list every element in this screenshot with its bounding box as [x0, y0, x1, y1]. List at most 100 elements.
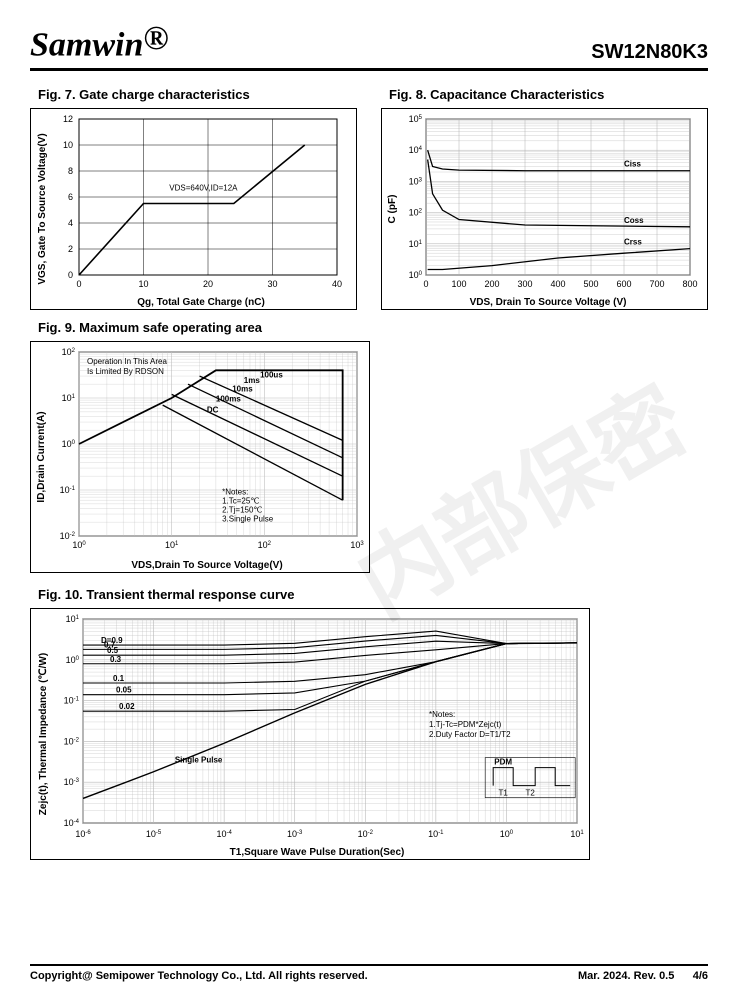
svg-text:500: 500 — [583, 279, 598, 289]
fig10-title: Fig. 10. Transient thermal response curv… — [38, 587, 708, 602]
svg-text:T2: T2 — [526, 789, 536, 798]
svg-text:104: 104 — [409, 146, 423, 156]
fig9-svg: 10010110210310-210-1100101102100us1ms10m… — [31, 342, 371, 572]
svg-text:VDS, Drain To Source Voltage (: VDS, Drain To Source Voltage (V) — [470, 297, 627, 308]
svg-text:2: 2 — [68, 244, 73, 254]
svg-text:0: 0 — [423, 279, 428, 289]
svg-text:4: 4 — [68, 218, 73, 228]
svg-text:2.Duty Factor D=T1/T2: 2.Duty Factor D=T1/T2 — [429, 730, 511, 739]
svg-text:DC: DC — [207, 406, 219, 415]
svg-text:100: 100 — [409, 270, 423, 280]
svg-text:8: 8 — [68, 166, 73, 176]
footer-right: Mar. 2024. Rev. 0.5 4/6 — [578, 970, 708, 982]
fig7-chart: 0 10 20 30 40 0 2 4 6 8 10 12 VDS=640V,ID=12A Qg, Tot… — [30, 108, 357, 310]
svg-text:10-5: 10-5 — [146, 829, 162, 839]
svg-text:103: 103 — [409, 177, 423, 187]
svg-text:102: 102 — [258, 540, 272, 550]
svg-text:800: 800 — [682, 279, 697, 289]
svg-text:0.3: 0.3 — [110, 655, 122, 664]
svg-text:Qg, Total Gate Charge (nC): Qg, Total Gate Charge (nC) — [137, 297, 265, 308]
svg-text:0: 0 — [76, 279, 81, 289]
brand-name: Samwin — [30, 26, 143, 63]
svg-text:ID,Drain Current(A): ID,Drain Current(A) — [36, 412, 47, 503]
figure-10: Fig. 10. Transient thermal response curv… — [30, 587, 708, 860]
svg-text:30: 30 — [267, 279, 277, 289]
page-header: Samwin® SW12N80K3 — [30, 20, 708, 71]
svg-text:0.05: 0.05 — [116, 686, 132, 695]
svg-text:101: 101 — [570, 829, 584, 839]
svg-text:PDM: PDM — [494, 758, 512, 767]
svg-text:10-4: 10-4 — [64, 818, 80, 828]
svg-text:0.1: 0.1 — [113, 674, 125, 683]
page-number: 4/6 — [693, 970, 708, 982]
svg-text:T1,Square Wave Pulse Duration(: T1,Square Wave Pulse Duration(Sec) — [230, 847, 405, 858]
fig8-svg: 0100200300400500600700800100101102103104… — [382, 109, 702, 309]
svg-text:T1: T1 — [499, 789, 509, 798]
svg-text:100us: 100us — [260, 371, 283, 380]
svg-text:10-3: 10-3 — [64, 778, 80, 788]
brand-logo: Samwin® — [30, 20, 169, 64]
svg-text:400: 400 — [550, 279, 565, 289]
svg-text:3.Single Pulse: 3.Single Pulse — [222, 515, 274, 524]
fig8-title: Fig. 8. Capacitance Characteristics — [389, 87, 708, 102]
svg-text:*Notes:: *Notes: — [222, 488, 248, 497]
svg-text:Single Pulse: Single Pulse — [175, 756, 223, 765]
fig9-chart: 10010110210310-210-1100101102100us1ms10m… — [30, 341, 370, 573]
svg-text:300: 300 — [517, 279, 532, 289]
svg-text:Crss: Crss — [624, 238, 642, 247]
part-number: SW12N80K3 — [591, 41, 708, 64]
svg-text:101: 101 — [409, 239, 423, 249]
fig8-chart: 0100200300400500600700800100101102103104… — [381, 108, 708, 310]
svg-text:101: 101 — [62, 393, 76, 403]
svg-text:Operation In This Area: Operation In This Area — [87, 357, 167, 366]
svg-text:600: 600 — [616, 279, 631, 289]
svg-text:105: 105 — [409, 114, 423, 124]
svg-text:10-6: 10-6 — [75, 829, 91, 839]
svg-text:10-4: 10-4 — [216, 829, 232, 839]
revision-date: Mar. 2024. Rev. 0.5 — [578, 970, 674, 982]
svg-text:103: 103 — [350, 540, 364, 550]
svg-text:VDS,Drain To Source Voltage(V): VDS,Drain To Source Voltage(V) — [131, 560, 282, 571]
svg-text:6: 6 — [68, 192, 73, 202]
svg-text:10-1: 10-1 — [64, 696, 80, 706]
svg-text:10-2: 10-2 — [64, 737, 80, 747]
svg-text:100: 100 — [62, 439, 76, 449]
svg-text:VDS=640V,ID=12A: VDS=640V,ID=12A — [169, 184, 238, 193]
page-footer: Copyright@ Semipower Technology Co., Ltd… — [30, 964, 708, 982]
figure-7: Fig. 7. Gate charge characteristics 0102… — [30, 83, 357, 310]
svg-text:10: 10 — [138, 279, 148, 289]
svg-text:0.02: 0.02 — [119, 703, 135, 712]
fig10-svg: 10-6 10-5 10-4 10-3 10-2 10-1 100 101 10-4 10-3 10… — [31, 609, 591, 859]
svg-text:Zejc(t), Thermal Impedance (℃/: Zejc(t), Thermal Impedance (℃/W) — [38, 653, 49, 815]
svg-text:40: 40 — [332, 279, 342, 289]
svg-text:100: 100 — [66, 655, 80, 665]
svg-text:200: 200 — [484, 279, 499, 289]
svg-text:12: 12 — [63, 114, 73, 124]
fig9-title: Fig. 9. Maximum safe operating area — [38, 320, 370, 335]
svg-text:100ms: 100ms — [216, 395, 241, 404]
svg-text:20: 20 — [203, 279, 213, 289]
fig10-chart: 10-6 10-5 10-4 10-3 10-2 10-1 100 101 10-4 10-3 10… — [30, 608, 590, 860]
svg-text:*Notes:: *Notes: — [429, 710, 455, 719]
copyright-text: Copyright@ Semipower Technology Co., Ltd… — [30, 970, 368, 982]
svg-text:0: 0 — [68, 270, 73, 280]
brand-sup: ® — [143, 20, 168, 57]
svg-text:10: 10 — [63, 140, 73, 150]
svg-text:VGS, Gate To Source Voltage(V): VGS, Gate To Source Voltage(V) — [37, 134, 48, 285]
svg-text:10-1: 10-1 — [428, 829, 444, 839]
svg-text:10-1: 10-1 — [60, 485, 76, 495]
svg-text:Coss: Coss — [624, 216, 644, 225]
svg-text:700: 700 — [649, 279, 664, 289]
svg-text:10-3: 10-3 — [287, 829, 303, 839]
svg-text:Is Limited By RDSON: Is Limited By RDSON — [87, 367, 164, 376]
svg-text:2.Tj=150℃: 2.Tj=150℃ — [222, 506, 262, 515]
svg-text:101: 101 — [165, 540, 179, 550]
svg-text:102: 102 — [409, 208, 423, 218]
svg-text:1.Tc=25℃: 1.Tc=25℃ — [222, 497, 259, 506]
svg-text:1.Tj-Tc=PDM*Zejc(t): 1.Tj-Tc=PDM*Zejc(t) — [429, 720, 502, 729]
fig7-svg: 0 10 20 30 40 0 2 4 6 8 10 12 VDS=640V,ID=12A Qg, Tot… — [31, 109, 351, 309]
svg-text:10-2: 10-2 — [358, 829, 374, 839]
svg-text:C (pF): C (pF) — [387, 195, 398, 224]
svg-text:101: 101 — [66, 614, 80, 624]
figure-9: Fig. 9. Maximum safe operating area 100 1… — [30, 320, 370, 573]
